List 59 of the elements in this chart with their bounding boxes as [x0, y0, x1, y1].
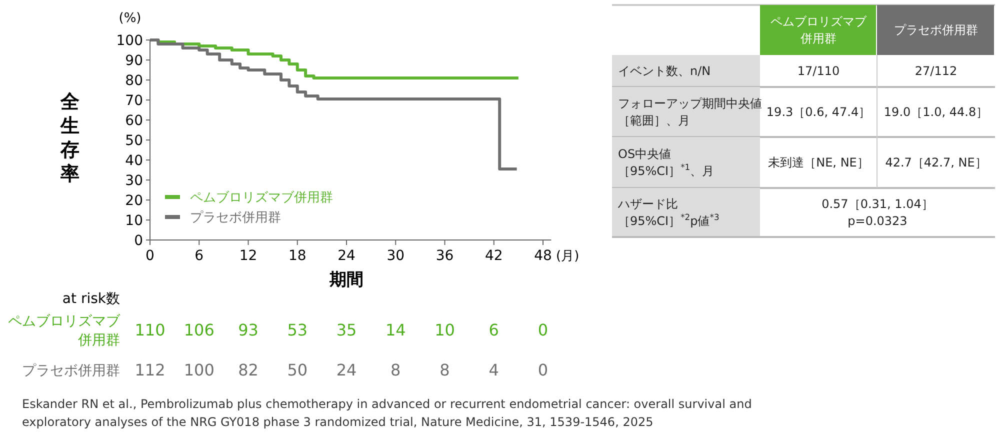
text: at risk数	[62, 291, 120, 307]
y-tick-label: 0	[134, 232, 143, 249]
category-label: ペムブロリズマブ併用群	[8, 313, 120, 348]
x-tick-label: 30	[386, 248, 405, 264]
x-tick-label: 36	[436, 248, 454, 264]
y-tick-label: 10	[125, 212, 143, 229]
text: 106	[184, 320, 214, 340]
text: 93	[238, 320, 258, 340]
text: 110	[134, 320, 166, 340]
x-axis-title: 期間	[328, 270, 364, 290]
y-tick-label: 90	[125, 52, 143, 69]
text: 50	[287, 360, 308, 380]
y-tick-label: 40	[125, 152, 143, 169]
text: 4	[488, 360, 499, 380]
text: 82	[238, 360, 258, 380]
text: 19.0［1.0, 44.8］	[884, 105, 988, 120]
category-label: プラセボ併用群	[894, 23, 978, 38]
text: (月)	[556, 249, 580, 264]
y-tick-label: 20	[125, 192, 143, 209]
legend-label: プラセボ併用群	[190, 210, 281, 226]
text: 0.57［0.31, 1.04］ p=0.0323	[822, 197, 934, 228]
text: 53	[287, 320, 308, 340]
text: (%)	[118, 11, 142, 26]
y-tick-label: 70	[125, 92, 143, 109]
text: 8	[440, 360, 450, 380]
category-label: フォローアップ期間中央値［範囲］、月	[618, 96, 762, 128]
x-tick-label: 24	[338, 248, 356, 264]
x-tick-label: 12	[239, 248, 258, 264]
category-label: イベント数、n/N	[618, 64, 711, 78]
text: 17/110	[797, 64, 840, 78]
text: 24	[336, 360, 357, 380]
category-label: ペムブロリズマブ併用群	[770, 14, 868, 46]
text: 14	[385, 320, 406, 340]
text: 42.7［42.7, NE］	[885, 156, 987, 170]
category-label: OS中央値［95%CI］$^{*1}$、月	[618, 147, 714, 178]
text: 8	[390, 360, 401, 380]
y-tick-label: 60	[125, 112, 143, 129]
y-axis-title: 全生存率	[60, 91, 80, 185]
x-tick-label: 0	[146, 248, 154, 264]
y-tick-label: 100	[116, 32, 143, 49]
text: 100	[184, 360, 214, 380]
text: 27/112	[914, 64, 958, 78]
y-tick-label: 30	[125, 172, 143, 189]
x-tick-label: 42	[484, 248, 503, 264]
legend-label: ペムブロリズマブ併用群	[190, 190, 333, 206]
category-label: プラセボ併用群	[22, 362, 120, 379]
text: 35	[336, 320, 357, 340]
text: 112	[134, 360, 166, 380]
text: 0	[538, 320, 548, 340]
text: Eskander RN et al., Pembrolizumab plus chemotherapy in advanced or recurrent endometrial cancer: overall survival and exploratory analyses of the NRG GY018 phase 3 randomized trial, Nature Medicine, 31, 1539-1546, 2025	[22, 397, 752, 429]
x-tick-label: 48	[534, 248, 552, 264]
text: 19.3［0.6, 47.4］	[766, 105, 871, 120]
x-tick-label: 6	[194, 248, 204, 264]
y-tick-label: 50	[125, 132, 143, 149]
x-tick-label: 18	[288, 248, 306, 264]
category-label: ハザード比［95%CI］$^{*2}$p値$^{*3}$	[618, 197, 720, 228]
y-tick-label: 80	[125, 72, 143, 89]
text: 0	[538, 360, 548, 380]
text: 未到達［NE, NE］	[768, 156, 869, 170]
